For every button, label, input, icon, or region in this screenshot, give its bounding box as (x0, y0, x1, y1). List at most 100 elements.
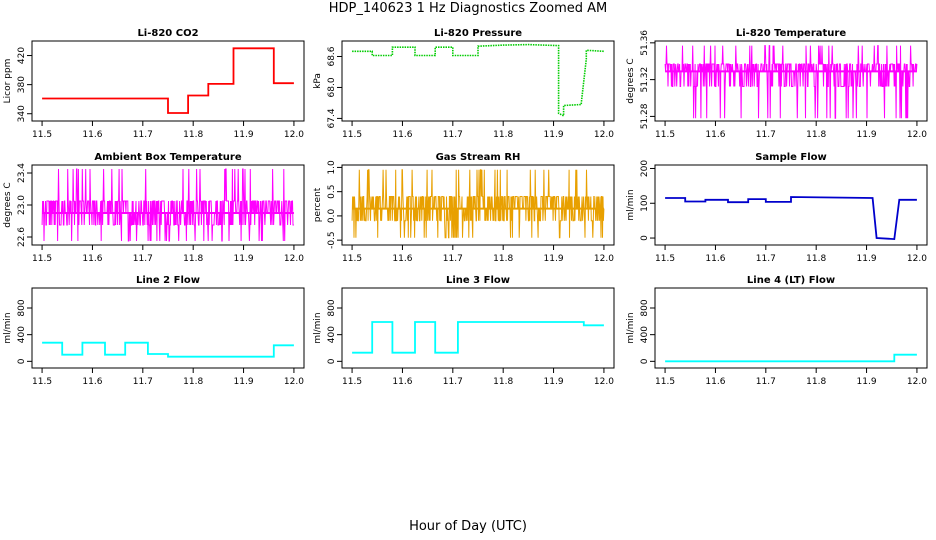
panel-6: Sample Flow 11.5 11.6 11.7 11.8 11.9 12.0 0 100 2… (626, 152, 928, 264)
x-tick-label: 11.9 (544, 130, 564, 140)
panel-9: Line 4 (LT) Flow 11.5 11.6 11.7 11.8 11.9 12.0… (626, 275, 928, 387)
y-tick-label: 0 (17, 358, 27, 364)
panel-title: Li-820 CO2 (137, 28, 198, 39)
panel-2: Li-820 Pressure 11.5 11.6 11.7 11.8 11.9 12.0 6… (313, 28, 615, 140)
y-tick-label: 67.4 (327, 108, 337, 128)
panel-title: Sample Flow (755, 152, 827, 163)
series-line (665, 196, 917, 241)
x-tick-label: 11.7 (443, 130, 463, 140)
y-tick-label: 68.0 (327, 77, 337, 97)
y-axis-label: ml/min (626, 312, 636, 343)
series-line (351, 169, 605, 239)
x-tick-label: 12.0 (907, 254, 927, 264)
panel-1: Li-820 CO2 11.5 11.6 11.7 11.8 11.9 12.0 340 380… (3, 28, 305, 140)
y-axis-label: degrees C (3, 182, 13, 227)
plot-frame (341, 287, 615, 369)
x-tick-label: 11.8 (183, 130, 203, 140)
y-tick-label: 51.36 (640, 30, 650, 56)
series-line (352, 321, 604, 354)
x-tick-label: 11.8 (493, 130, 513, 140)
y-tick-label: 0 (640, 235, 650, 241)
x-tick-label: 11.9 (544, 254, 564, 264)
series-group (665, 196, 917, 241)
y-axis-label: ml/min (313, 312, 323, 343)
panel-title: Gas Stream RH (436, 152, 521, 163)
series-group (352, 321, 604, 354)
plot-frame (341, 40, 615, 122)
x-tick-label: 11.7 (133, 130, 153, 140)
y-axis-label: degrees C (626, 58, 636, 103)
y-tick-label: 380 (17, 76, 27, 93)
series-group (351, 169, 605, 239)
x-tick-label: 11.6 (392, 377, 412, 387)
y-tick-label: 100 (640, 194, 650, 211)
panel-title: Line 4 (LT) Flow (747, 275, 835, 286)
y-tick-label: 51.28 (640, 103, 650, 129)
y-axis-label: Licor ppm (3, 59, 13, 104)
y-tick-label: 0 (640, 358, 650, 364)
x-tick-label: 11.6 (705, 377, 725, 387)
series-line (42, 47, 294, 114)
series-group (664, 45, 918, 119)
series-line (42, 341, 294, 358)
panel-title: Line 2 Flow (136, 275, 200, 286)
x-tick-label: 11.7 (133, 254, 153, 264)
panel-title: Line 3 Flow (446, 275, 510, 286)
x-tick-label: 11.8 (806, 377, 826, 387)
x-tick-label: 11.8 (183, 377, 203, 387)
y-tick-label: 23.4 (17, 163, 27, 183)
x-tick-label: 11.9 (234, 130, 254, 140)
plot-frame (654, 40, 928, 122)
plot-frame (31, 287, 305, 369)
series-line (664, 45, 918, 119)
x-tick-label: 12.0 (907, 377, 927, 387)
x-tick-label: 12.0 (284, 130, 304, 140)
series-group (352, 43, 604, 118)
y-tick-label: 400 (327, 326, 337, 343)
x-tick-label: 11.6 (82, 377, 102, 387)
y-tick-label: 0.5 (327, 185, 337, 199)
y-axis-label: ml/min (3, 312, 13, 343)
x-tick-label: 11.6 (82, 254, 102, 264)
panel-7: Line 2 Flow 11.5 11.6 11.7 11.8 11.9 12.0 0 400 8… (3, 275, 305, 387)
y-tick-label: 800 (640, 299, 650, 316)
plot-frame (31, 40, 305, 122)
y-tick-label: 22.6 (17, 227, 27, 247)
series-group (665, 353, 917, 363)
x-tick-label: 11.5 (32, 377, 52, 387)
y-axis-label: kPa (313, 73, 323, 89)
x-tick-label: 12.0 (284, 254, 304, 264)
x-tick-label: 12.0 (284, 377, 304, 387)
x-tick-label: 11.6 (705, 254, 725, 264)
x-tick-label: 12.0 (594, 254, 614, 264)
x-tick-label: 11.6 (392, 130, 412, 140)
y-tick-label: 23.0 (17, 195, 27, 215)
panel-4: Ambient Box Temperature 11.5 11.6 11.7 11.8 1… (3, 152, 305, 264)
x-tick-label: 11.5 (32, 254, 52, 264)
series-group (42, 47, 294, 114)
series-line (665, 353, 917, 363)
x-tick-label: 12.0 (594, 377, 614, 387)
x-tick-label: 12.0 (594, 130, 614, 140)
x-tick-label: 11.9 (234, 377, 254, 387)
y-tick-label: 0 (327, 358, 337, 364)
y-tick-label: 340 (17, 105, 27, 122)
plot-frame (654, 164, 928, 246)
x-tick-label: 11.8 (493, 377, 513, 387)
x-tick-label: 11.9 (234, 254, 254, 264)
x-tick-label: 11.6 (392, 254, 412, 264)
x-tick-label: 11.7 (756, 130, 776, 140)
x-tick-label: 11.5 (342, 254, 362, 264)
x-tick-label: 11.5 (342, 377, 362, 387)
x-tick-label: 11.8 (183, 254, 203, 264)
series-line (41, 168, 294, 242)
x-tick-label: 11.9 (857, 254, 877, 264)
panel-title: Li-820 Pressure (434, 28, 522, 39)
x-tick-label: 11.9 (544, 377, 564, 387)
x-tick-label: 11.5 (342, 130, 362, 140)
x-tick-label: 11.9 (857, 377, 877, 387)
y-tick-label: 420 (17, 47, 27, 64)
x-tick-label: 11.8 (493, 254, 513, 264)
x-tick-label: 11.6 (705, 130, 725, 140)
